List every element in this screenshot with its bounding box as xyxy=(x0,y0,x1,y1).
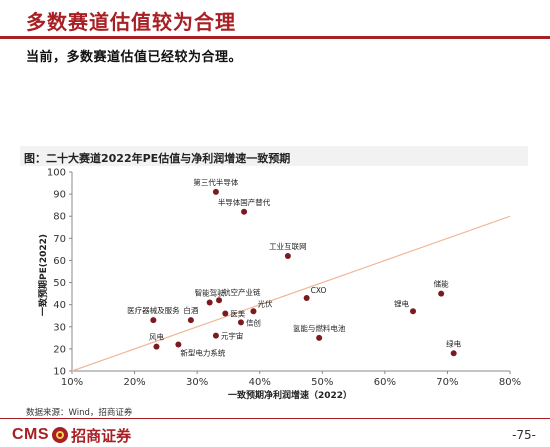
y-tick-label: 70 xyxy=(53,234,66,245)
data-point-label: 医疗器械及服务 xyxy=(127,305,180,315)
y-tick-label: 50 xyxy=(53,278,66,289)
data-point xyxy=(303,295,310,302)
page-number: -75- xyxy=(512,428,536,442)
data-point-label: 元宇宙 xyxy=(221,331,244,341)
data-point xyxy=(187,317,194,324)
data-point xyxy=(284,253,291,260)
trendline-group xyxy=(71,215,511,372)
data-point xyxy=(316,334,323,341)
company-logo: CMS 招商证券 xyxy=(12,425,131,445)
title-divider xyxy=(0,36,550,39)
trendline xyxy=(71,215,511,372)
data-point xyxy=(216,297,223,304)
data-point-label: 工业互联网 xyxy=(269,241,307,251)
data-point-label: 医美 xyxy=(230,309,245,319)
x-tick-label: 10% xyxy=(61,377,83,388)
chart-title: 图：二十大赛道2022年PE估值与净利润增速一致预期 xyxy=(24,152,291,165)
y-tick-label: 30 xyxy=(53,322,66,333)
data-point xyxy=(206,299,213,306)
y-tick-label: 40 xyxy=(53,300,66,311)
logo-cn-text: 招商证券 xyxy=(71,426,132,445)
y-tick-label: 60 xyxy=(53,256,66,267)
y-axis-label: 一致预期PE(2022) xyxy=(37,234,49,316)
chart-title-bar xyxy=(20,146,528,166)
data-point xyxy=(438,290,445,297)
data-point-label: 信创 xyxy=(246,317,261,327)
data-point-label: 光伏 xyxy=(257,298,272,308)
data-source: 数据来源：Wind，招商证券 xyxy=(26,408,133,418)
x-axis-label: 一致预期净利润增速（2022） xyxy=(228,389,352,401)
chart-axes: 10 20 30 40 50 60 70 80 90 100 10% 20% 30% 40% 50% 60% 7… xyxy=(47,168,521,389)
data-point xyxy=(212,332,219,339)
data-point xyxy=(222,310,229,317)
data-point-label: 航空产业链 xyxy=(223,287,261,297)
y-tick-label: 20 xyxy=(53,344,66,355)
data-point xyxy=(250,308,257,315)
data-point xyxy=(241,208,248,215)
data-point xyxy=(212,188,219,195)
data-point-label: 储能 xyxy=(434,279,449,289)
x-tick-label: 40% xyxy=(249,377,271,388)
logo-seal-icon xyxy=(52,427,69,443)
x-tick-label: 60% xyxy=(374,377,396,388)
data-point xyxy=(153,343,160,350)
y-tick-label: 90 xyxy=(53,190,66,201)
page-title: 多数赛道估值较为合理 xyxy=(26,10,236,34)
x-tick-label: 70% xyxy=(436,377,458,388)
x-tick-label: 30% xyxy=(186,377,208,388)
footer-divider xyxy=(0,418,550,419)
data-point xyxy=(450,350,457,357)
x-tick-label: 80% xyxy=(499,377,521,388)
data-point-label: 白酒 xyxy=(183,305,198,315)
page-subtitle: 当前，多数赛道估值已经较为合理。 xyxy=(26,50,243,65)
data-point-label: 氢能与燃料电池 xyxy=(293,323,346,333)
data-point xyxy=(175,341,182,348)
data-point-label: CXO xyxy=(311,286,327,295)
y-tick-label: 100 xyxy=(47,168,66,179)
data-point-label: 绿电 xyxy=(446,338,461,348)
data-point xyxy=(150,317,157,324)
data-point-label: 新型电力系统 xyxy=(180,347,225,357)
logo-cms-text: CMS xyxy=(12,426,50,443)
data-point-label: 锂电 xyxy=(394,298,409,308)
data-point xyxy=(237,319,244,326)
data-point xyxy=(410,308,417,315)
y-tick-label: 10 xyxy=(53,367,66,378)
y-tick-label: 80 xyxy=(53,212,66,223)
data-point-label: 半导体国产替代 xyxy=(218,197,271,207)
data-point-label: 智能驾驶 xyxy=(195,287,225,297)
x-tick-label: 50% xyxy=(311,377,333,388)
x-tick-label: 20% xyxy=(123,377,145,388)
data-point-label: 第三代半导体 xyxy=(193,177,238,187)
data-point-label: 风电 xyxy=(149,332,164,342)
